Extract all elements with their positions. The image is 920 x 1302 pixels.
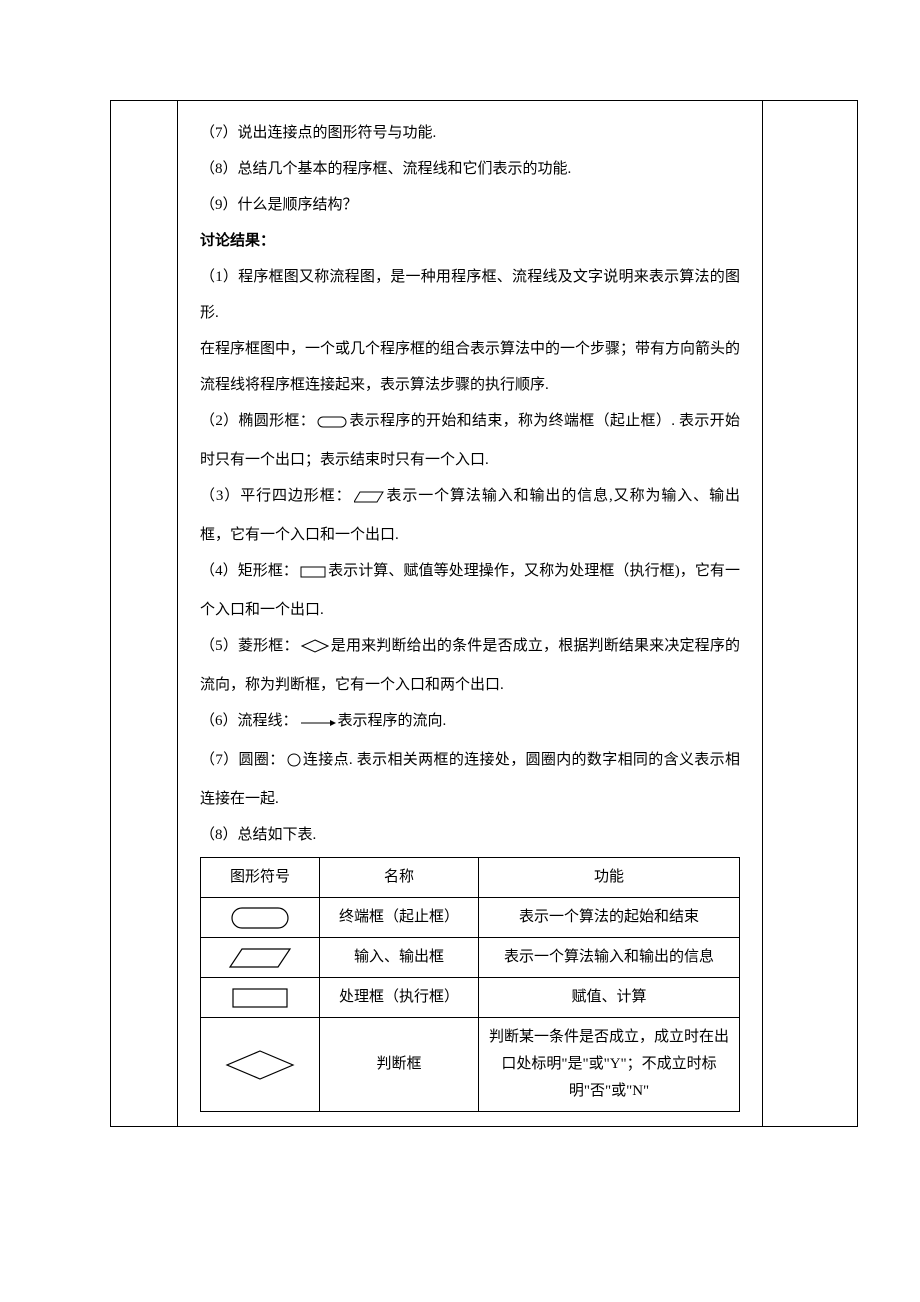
table-row: 判断框 判断某一条件是否成立，成立时在出口处标明"是"或"Y"；不成立时标明"否…: [201, 1018, 740, 1112]
answer-8: （8）总结如下表.: [200, 817, 740, 853]
func-cell: 表示一个算法的起始和结束: [479, 898, 740, 938]
answer-1b: 在程序框图中，一个或几个程序框的组合表示算法中的一个步骤；带有方向箭头的流程线将…: [200, 331, 740, 403]
name-cell: 处理框（执行框）: [320, 978, 479, 1018]
header-name: 名称: [320, 858, 479, 898]
process-shape-icon: [300, 556, 326, 592]
outer-layout-table: （7）说出连接点的图形符号与功能. （8）总结几个基本的程序框、流程线和它们表示…: [110, 100, 858, 1127]
document-page: （7）说出连接点的图形符号与功能. （8）总结几个基本的程序框、流程线和它们表示…: [0, 0, 920, 1127]
answer-7: （7）圆圈：连接点. 表示相关两框的连接处，圆圈内的数字相同的含义表示相连接在一…: [200, 742, 740, 817]
table-header-row: 图形符号 名称 功能: [201, 858, 740, 898]
left-margin-cell: [111, 101, 178, 1127]
symbol-cell-terminal: [201, 898, 320, 938]
answer-4: （4）矩形框：表示计算、赋值等处理操作，又称为处理框（执行框)，它有一个入口和一…: [200, 553, 740, 628]
answer-1a: （1）程序框图又称流程图，是一种用程序框、流程线及文字说明来表示算法的图形.: [200, 259, 740, 331]
answer-2: （2）椭圆形框：表示程序的开始和结束，称为终端框（起止框）. 表示开始时只有一个…: [200, 403, 740, 478]
flowline-arrow-icon: [300, 706, 336, 742]
answer-6: （6）流程线： 表示程序的流向.: [200, 703, 740, 742]
header-symbol: 图形符号: [201, 858, 320, 898]
name-cell: 判断框: [320, 1018, 479, 1112]
answer-3-pre: （3）平行四边形框：: [200, 488, 352, 504]
table-row: 终端框（起止框） 表示一个算法的起始和结束: [201, 898, 740, 938]
answer-5-pre: （5）菱形框：: [200, 638, 299, 654]
answer-5: （5）菱形框：是用来判断给出的条件是否成立，根据判断结果来决定程序的流向，称为判…: [200, 628, 740, 703]
func-cell: 判断某一条件是否成立，成立时在出口处标明"是"或"Y"；不成立时标明"否"或"N…: [479, 1018, 740, 1112]
content-block: （7）说出连接点的图形符号与功能. （8）总结几个基本的程序框、流程线和它们表示…: [200, 115, 740, 1112]
process-shape-icon: [231, 987, 289, 1009]
io-shape-icon: [354, 481, 384, 517]
func-cell: 表示一个算法输入和输出的信息: [479, 938, 740, 978]
answer-7-pre: （7）圆圈：: [200, 752, 285, 768]
answer-3: （3）平行四边形框：表示一个算法输入和输出的信息,又称为输入、输出框，它有一个入…: [200, 478, 740, 553]
question-7: （7）说出连接点的图形符号与功能.: [200, 115, 740, 151]
symbol-cell-io: [201, 938, 320, 978]
main-content-cell: （7）说出连接点的图形符号与功能. （8）总结几个基本的程序框、流程线和它们表示…: [178, 101, 763, 1127]
answer-6-post: 表示程序的流向.: [338, 713, 447, 729]
right-margin-cell: [763, 101, 858, 1127]
io-shape-icon: [228, 947, 292, 969]
connector-circle-icon: [287, 745, 301, 781]
symbol-cell-decision: [201, 1018, 320, 1112]
header-function: 功能: [479, 858, 740, 898]
terminal-shape-icon: [317, 406, 347, 442]
decision-shape-icon: [225, 1049, 295, 1081]
decision-shape-icon: [301, 631, 329, 667]
symbols-table: 图形符号 名称 功能 终端框（起止框） 表示一个算法的起始和结束: [200, 857, 740, 1112]
answer-4-pre: （4）矩形框：: [200, 563, 298, 579]
answer-6-pre: （6）流程线：: [200, 713, 298, 729]
func-cell: 赋值、计算: [479, 978, 740, 1018]
terminal-shape-icon: [230, 906, 290, 930]
question-8: （8）总结几个基本的程序框、流程线和它们表示的功能.: [200, 151, 740, 187]
discuss-heading: 讨论结果：: [200, 223, 740, 259]
symbol-cell-process: [201, 978, 320, 1018]
name-cell: 输入、输出框: [320, 938, 479, 978]
table-row: 输入、输出框 表示一个算法输入和输出的信息: [201, 938, 740, 978]
table-row: 处理框（执行框） 赋值、计算: [201, 978, 740, 1018]
name-cell: 终端框（起止框）: [320, 898, 479, 938]
answer-2-pre: （2）椭圆形框：: [200, 413, 315, 429]
question-9: （9）什么是顺序结构？: [200, 187, 740, 223]
